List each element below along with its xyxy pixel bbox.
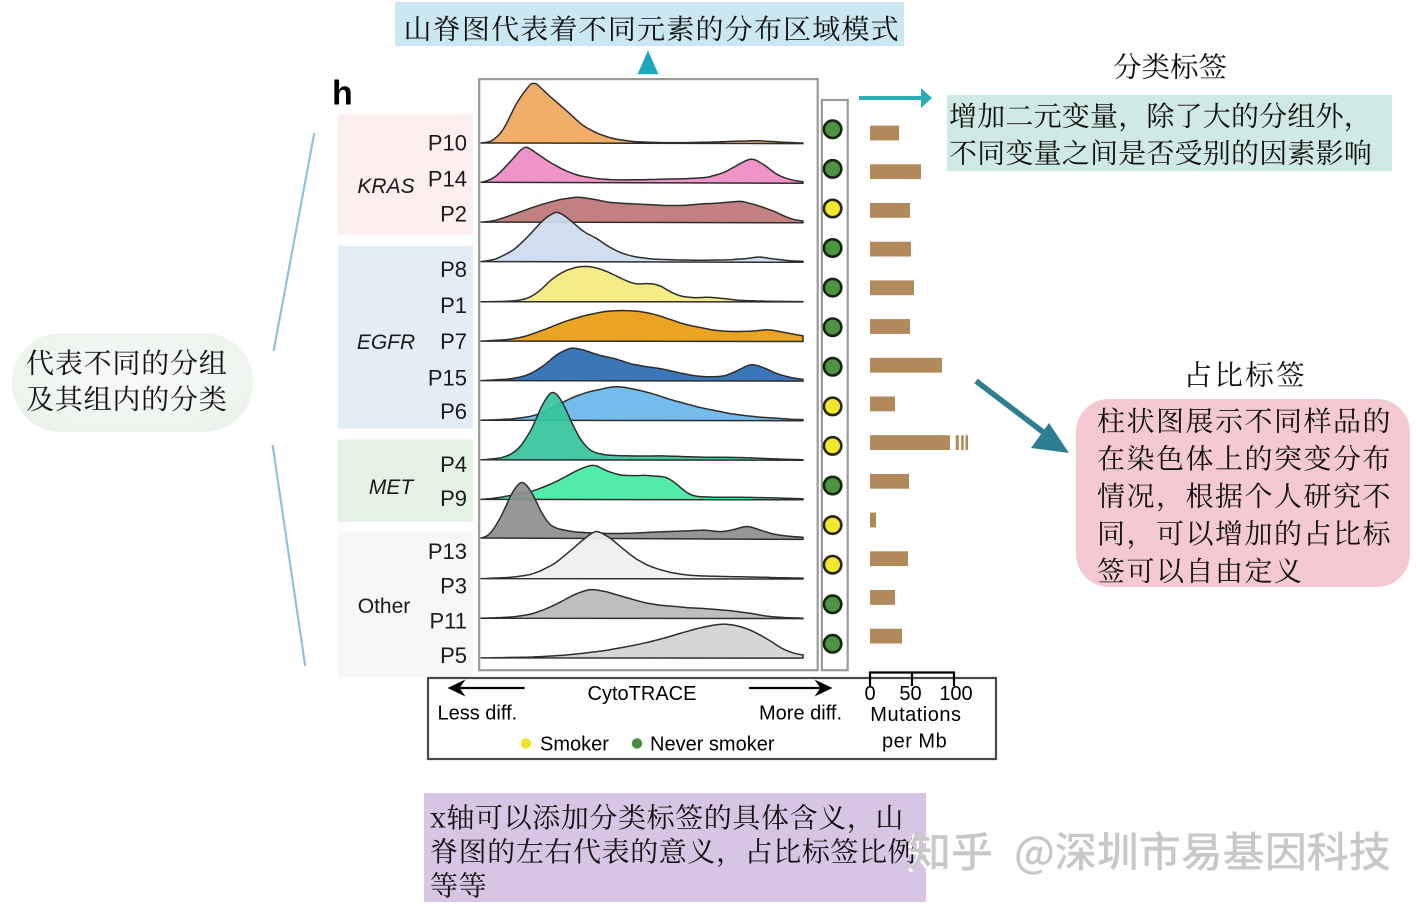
svg-text:P13: P13: [428, 539, 467, 564]
svg-text:per Mb: per Mb: [882, 731, 947, 753]
svg-text:P5: P5: [440, 643, 467, 668]
svg-text:P2: P2: [440, 201, 467, 226]
svg-text:P8: P8: [440, 257, 467, 282]
svg-text:Mutations: Mutations: [870, 704, 961, 726]
svg-text:KRAS: KRAS: [357, 175, 414, 198]
svg-text:P1: P1: [440, 293, 467, 318]
svg-text:P7: P7: [440, 329, 467, 354]
svg-text:Never smoker: Never smoker: [650, 734, 775, 756]
svg-text:Less diff.: Less diff.: [438, 703, 518, 725]
svg-text:h: h: [332, 75, 353, 113]
svg-text:More diff.: More diff.: [759, 703, 842, 725]
svg-text:P4: P4: [440, 452, 467, 477]
svg-text:100: 100: [939, 683, 972, 705]
svg-text:P15: P15: [428, 365, 467, 390]
svg-text:Smoker: Smoker: [540, 734, 609, 756]
svg-text:50: 50: [899, 683, 921, 705]
svg-text:P11: P11: [429, 609, 467, 634]
svg-text:P9: P9: [440, 486, 467, 511]
svg-text:0: 0: [864, 683, 875, 705]
svg-text:P3: P3: [440, 574, 467, 599]
svg-text:EGFR: EGFR: [357, 331, 415, 354]
svg-text:P14: P14: [428, 167, 467, 192]
svg-text:Other: Other: [358, 595, 411, 618]
svg-text:MET: MET: [369, 476, 416, 499]
svg-text:CytoTRACE: CytoTRACE: [588, 683, 697, 705]
svg-text:P10: P10: [428, 130, 467, 155]
svg-text:P6: P6: [440, 399, 467, 424]
